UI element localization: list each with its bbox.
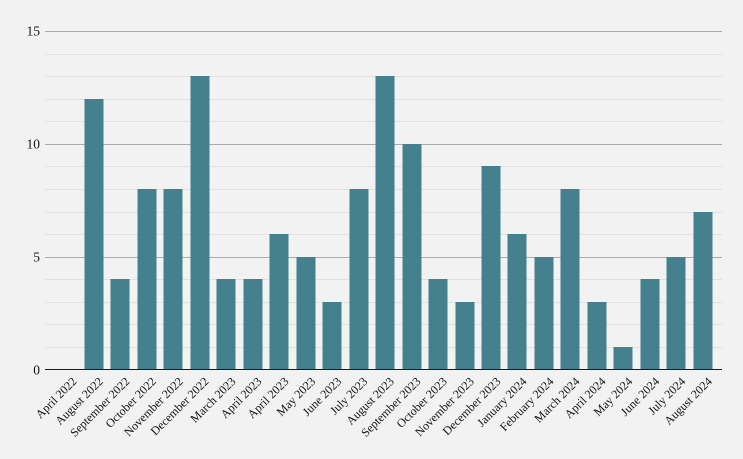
bar xyxy=(428,279,448,370)
bar-slot xyxy=(372,31,398,370)
bar-slot xyxy=(478,31,504,370)
bar-slot xyxy=(345,31,371,370)
bar-slot xyxy=(80,31,106,370)
bar-slot xyxy=(133,31,159,370)
bar-slot xyxy=(319,31,345,370)
bar xyxy=(587,301,607,370)
y-tick-label: 0 xyxy=(33,361,40,377)
bar xyxy=(163,189,183,370)
bar xyxy=(693,211,713,370)
bar-slot xyxy=(504,31,530,370)
bar-slot xyxy=(584,31,610,370)
bar xyxy=(190,76,210,370)
bar-slot xyxy=(637,31,663,370)
bar xyxy=(375,76,395,370)
bar-slot xyxy=(425,31,451,370)
bar-slot xyxy=(239,31,265,370)
bar-slot xyxy=(557,31,583,370)
bar xyxy=(84,98,104,370)
bar xyxy=(322,301,342,370)
bars-plot-area xyxy=(54,31,716,370)
bar-slot xyxy=(186,31,212,370)
bar-slot xyxy=(54,31,80,370)
gridline-major xyxy=(45,31,722,32)
bar xyxy=(481,166,501,370)
bar xyxy=(613,346,633,370)
bar-slot xyxy=(292,31,318,370)
bar-slot xyxy=(107,31,133,370)
bar xyxy=(243,279,263,370)
bar xyxy=(269,234,289,370)
bar xyxy=(110,279,130,370)
bar-slot xyxy=(663,31,689,370)
x-axis-baseline xyxy=(45,368,722,371)
y-tick-label: 10 xyxy=(26,136,41,152)
bar-slot xyxy=(398,31,424,370)
bar xyxy=(455,301,474,370)
bar xyxy=(507,234,527,370)
bar-slot xyxy=(690,31,716,370)
bar xyxy=(534,256,554,370)
bar xyxy=(296,256,316,370)
bar-slot xyxy=(451,31,477,370)
bar xyxy=(402,143,422,370)
y-tick-label: 15 xyxy=(26,23,41,39)
bar-slot xyxy=(160,31,186,370)
bar-slot xyxy=(266,31,292,370)
bar xyxy=(137,189,157,370)
bar-slot xyxy=(213,31,239,370)
y-tick-label: 5 xyxy=(33,248,40,264)
bar-slot xyxy=(531,31,557,370)
bar xyxy=(560,189,580,370)
bar xyxy=(640,279,660,370)
bar xyxy=(216,279,236,370)
bar-slot xyxy=(610,31,636,370)
gridline-minor xyxy=(45,53,722,55)
bar xyxy=(666,256,686,370)
bar xyxy=(349,189,369,370)
